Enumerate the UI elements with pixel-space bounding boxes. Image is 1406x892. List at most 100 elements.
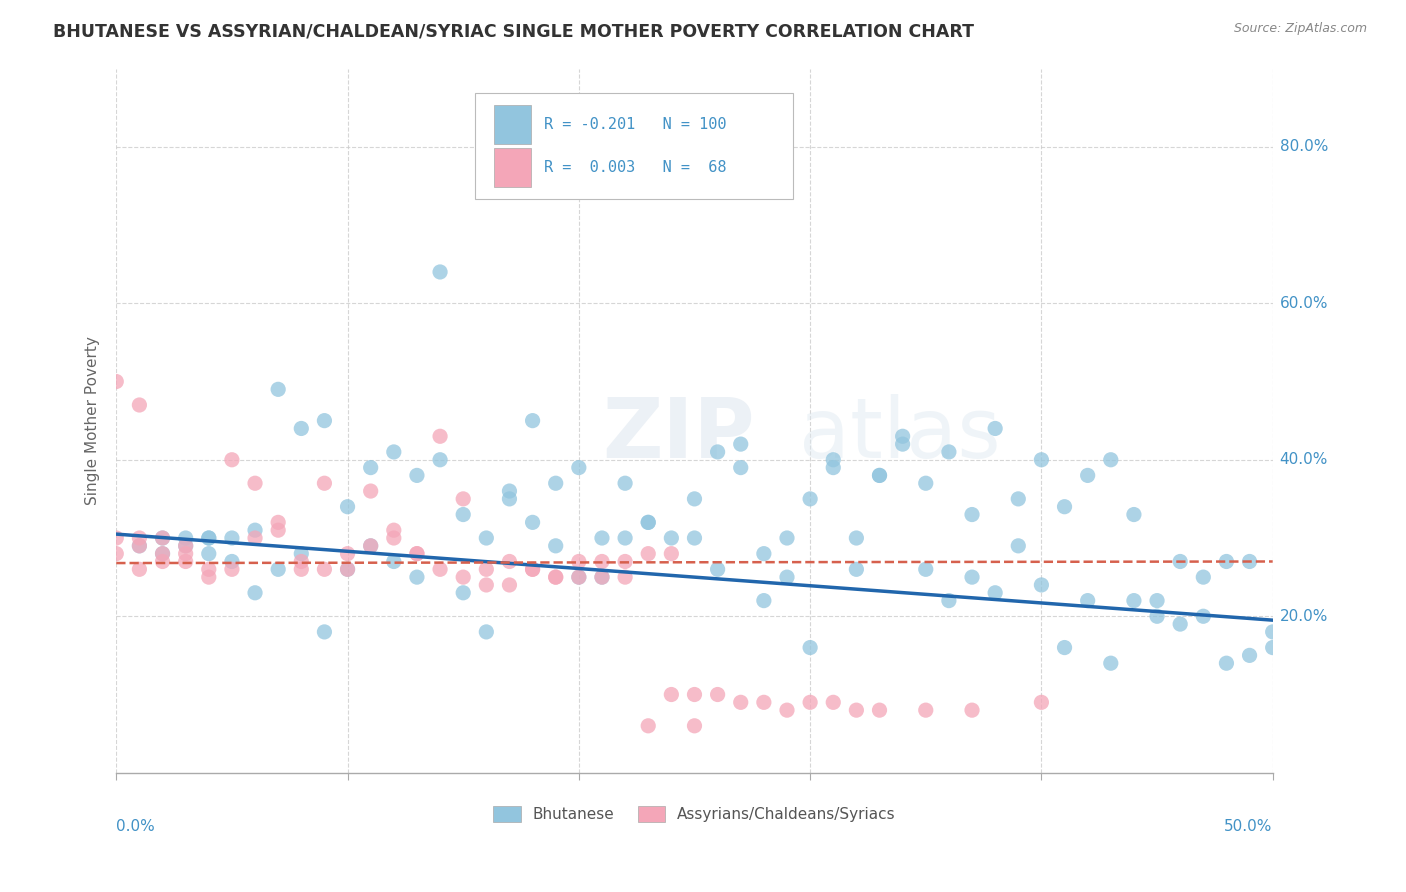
Point [267, 382, 290, 396]
Point [475, 562, 498, 576]
Point [360, 539, 382, 553]
Point [1007, 539, 1029, 553]
Point [1031, 695, 1053, 709]
Text: R = -0.201   N = 100: R = -0.201 N = 100 [544, 117, 727, 132]
Point [360, 539, 382, 553]
Point [845, 562, 868, 576]
Point [336, 562, 359, 576]
Point [845, 531, 868, 545]
Point [823, 452, 845, 467]
Point [1122, 593, 1144, 607]
Point [221, 562, 243, 576]
Point [984, 421, 1007, 435]
Point [221, 554, 243, 568]
Point [152, 531, 174, 545]
Point [382, 445, 405, 459]
Point [659, 688, 682, 702]
Point [614, 531, 637, 545]
Point [1031, 578, 1053, 592]
Point [382, 554, 405, 568]
Point [730, 695, 752, 709]
Bar [495, 148, 531, 187]
Point [730, 460, 752, 475]
Point [869, 468, 891, 483]
Point [1261, 624, 1284, 639]
Point [174, 547, 197, 561]
Point [614, 570, 637, 584]
Point [336, 562, 359, 576]
Point [706, 445, 728, 459]
Text: atlas: atlas [799, 394, 1000, 475]
Point [659, 547, 682, 561]
Point [475, 578, 498, 592]
Point [360, 484, 382, 499]
Point [683, 491, 706, 506]
Point [1261, 640, 1284, 655]
Point [498, 484, 520, 499]
Point [891, 429, 914, 443]
Point [382, 523, 405, 537]
Point [243, 476, 266, 491]
Point [752, 695, 775, 709]
Point [637, 719, 659, 733]
Point [823, 695, 845, 709]
Point [544, 476, 567, 491]
Point [1192, 609, 1215, 624]
Point [1053, 500, 1076, 514]
Point [152, 547, 174, 561]
Point [152, 531, 174, 545]
Text: 50.0%: 50.0% [1225, 819, 1272, 833]
Point [290, 421, 312, 435]
Point [243, 523, 266, 537]
Point [243, 531, 266, 545]
Text: 40.0%: 40.0% [1279, 452, 1329, 467]
Point [568, 460, 591, 475]
Point [197, 547, 219, 561]
Y-axis label: Single Mother Poverty: Single Mother Poverty [86, 336, 100, 505]
Point [591, 570, 613, 584]
Point [522, 562, 544, 576]
Point [960, 508, 983, 522]
Text: 60.0%: 60.0% [1279, 296, 1329, 310]
Point [429, 562, 451, 576]
Text: 20.0%: 20.0% [1279, 608, 1329, 624]
Point [451, 508, 474, 522]
Point [314, 562, 336, 576]
Point [429, 452, 451, 467]
Text: Source: ZipAtlas.com: Source: ZipAtlas.com [1233, 22, 1367, 36]
Point [659, 531, 682, 545]
Point [128, 539, 150, 553]
Point [799, 695, 821, 709]
Point [406, 570, 429, 584]
Point [683, 531, 706, 545]
Point [869, 468, 891, 483]
Point [128, 531, 150, 545]
Point [475, 624, 498, 639]
Point [267, 523, 290, 537]
Point [174, 539, 197, 553]
Point [406, 468, 429, 483]
Point [752, 593, 775, 607]
Point [152, 554, 174, 568]
Point [960, 570, 983, 584]
Point [1215, 554, 1237, 568]
Point [267, 562, 290, 576]
Point [105, 531, 128, 545]
Point [451, 586, 474, 600]
Point [1239, 648, 1261, 663]
Point [706, 688, 728, 702]
Point [1192, 570, 1215, 584]
Text: BHUTANESE VS ASSYRIAN/CHALDEAN/SYRIAC SINGLE MOTHER POVERTY CORRELATION CHART: BHUTANESE VS ASSYRIAN/CHALDEAN/SYRIAC SI… [53, 22, 974, 40]
Point [128, 398, 150, 412]
Point [522, 562, 544, 576]
Point [1168, 617, 1191, 632]
Point [174, 531, 197, 545]
Bar [495, 105, 531, 144]
Point [752, 547, 775, 561]
Point [128, 562, 150, 576]
Point [522, 414, 544, 428]
Point [637, 516, 659, 530]
Point [197, 562, 219, 576]
Point [105, 547, 128, 561]
Point [591, 554, 613, 568]
